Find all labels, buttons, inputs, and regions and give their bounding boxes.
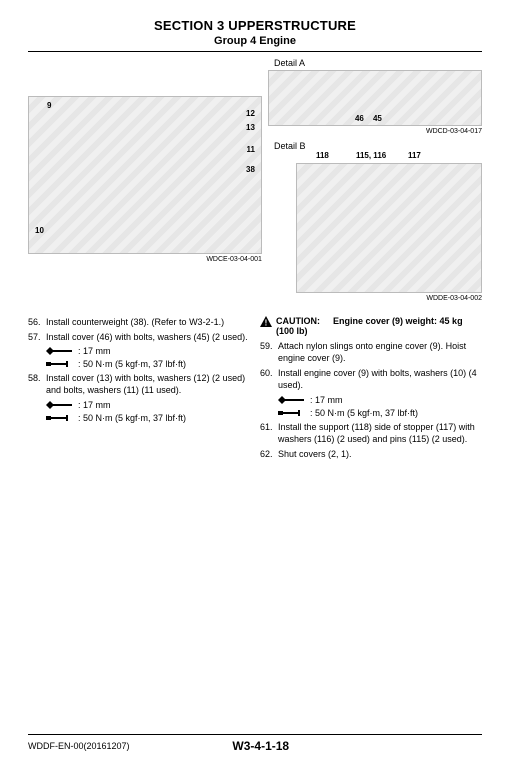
header-rule <box>28 51 482 52</box>
figure-detail-a-caption: WDCD-03-04-017 <box>268 128 482 135</box>
callout-9: 9 <box>47 101 51 110</box>
group-title: Group 4 Engine <box>28 35 482 47</box>
torque-spec: : 50 N·m (5 kgf·m, 37 lbf·ft) <box>46 413 250 423</box>
svg-text:!: ! <box>265 319 268 328</box>
step-text: Install engine cover (9) with bolts, was… <box>278 367 482 391</box>
step-num: 57. <box>28 331 46 343</box>
figure-details: Detail A 46 45 WDCD-03-04-017 Detail B 1… <box>268 58 482 302</box>
figure-main-image: 9 10 12 13 11 38 <box>28 96 262 254</box>
wrench-spec: : 17 mm <box>278 395 482 405</box>
right-column: ! CAUTION: Engine cover (9) weight: 45 k… <box>260 316 482 463</box>
step-57: 57. Install cover (46) with bolts, washe… <box>28 331 250 343</box>
step-58: 58. Install cover (13) with bolts, washe… <box>28 372 250 396</box>
step-text: Install counterweight (38). (Refer to W3… <box>46 316 250 328</box>
figures-row: 9 10 12 13 11 38 WDCE-03-04-001 Detail A… <box>28 58 482 302</box>
callout-118: 118 <box>316 151 329 160</box>
detail-a-label: Detail A <box>274 58 482 68</box>
wrench-icon <box>46 347 72 355</box>
figure-detail-b-image <box>296 163 482 293</box>
step-num: 59. <box>260 340 278 364</box>
caution-icon: ! <box>260 316 272 327</box>
step-56: 56. Install counterweight (38). (Refer t… <box>28 316 250 328</box>
section-title: SECTION 3 UPPERSTRUCTURE <box>28 18 482 33</box>
step-num: 60. <box>260 367 278 391</box>
step-59: 59. Attach nylon slings onto engine cove… <box>260 340 482 364</box>
spec-text: : 17 mm <box>78 400 111 410</box>
torque-spec: : 50 N·m (5 kgf·m, 37 lbf·ft) <box>278 408 482 418</box>
step-text: Install the support (118) side of stoppe… <box>278 421 482 445</box>
callout-10: 10 <box>35 226 44 235</box>
callout-12: 12 <box>246 109 255 118</box>
step-61: 61. Install the support (118) side of st… <box>260 421 482 445</box>
callout-117: 117 <box>408 151 421 160</box>
step-num: 56. <box>28 316 46 328</box>
torque-icon <box>46 414 72 422</box>
step-text: Install cover (46) with bolts, washers (… <box>46 331 250 343</box>
page-footer: WDDF-EN-00(20161207) W3-4-1-18 <box>28 734 482 753</box>
callout-115-116: 115, 116 <box>356 151 386 160</box>
spec-text: : 50 N·m (5 kgf·m, 37 lbf·ft) <box>310 408 418 418</box>
step-num: 61. <box>260 421 278 445</box>
footer-rule <box>28 734 482 735</box>
step-num: 58. <box>28 372 46 396</box>
spec-text: : 17 mm <box>310 395 343 405</box>
caution-label: CAUTION: <box>276 316 320 326</box>
wrench-spec: : 17 mm <box>46 400 250 410</box>
footer-page-number: W3-4-1-18 <box>232 739 289 753</box>
callout-11: 11 <box>246 145 254 154</box>
figure-detail-b-caption: WDDE-03-04-002 <box>268 295 482 302</box>
callout-38: 38 <box>246 165 255 174</box>
detail-b-label: Detail B <box>274 141 482 151</box>
wrench-icon <box>278 396 304 404</box>
step-62: 62. Shut covers (2, 1). <box>260 448 482 460</box>
torque-icon <box>278 409 304 417</box>
caution-row: ! CAUTION: Engine cover (9) weight: 45 k… <box>260 316 482 336</box>
torque-spec: : 50 N·m (5 kgf·m, 37 lbf·ft) <box>46 359 250 369</box>
step-text: Attach nylon slings onto engine cover (9… <box>278 340 482 364</box>
left-column: 56. Install counterweight (38). (Refer t… <box>28 316 250 463</box>
figure-detail-a-image: 46 45 <box>268 70 482 126</box>
instructions: 56. Install counterweight (38). (Refer t… <box>28 316 482 463</box>
step-num: 62. <box>260 448 278 460</box>
callout-45: 45 <box>373 114 382 123</box>
callout-13: 13 <box>246 123 255 132</box>
torque-icon <box>46 360 72 368</box>
spec-text: : 17 mm <box>78 346 111 356</box>
spec-text: : 50 N·m (5 kgf·m, 37 lbf·ft) <box>78 413 186 423</box>
figure-main-caption: WDCE-03-04-001 <box>28 256 262 263</box>
callout-46: 46 <box>355 114 364 123</box>
wrench-spec: : 17 mm <box>46 346 250 356</box>
wrench-icon <box>46 401 72 409</box>
spec-text: : 50 N·m (5 kgf·m, 37 lbf·ft) <box>78 359 186 369</box>
footer-doc-id: WDDF-EN-00(20161207) <box>28 741 130 751</box>
figure-main: 9 10 12 13 11 38 WDCE-03-04-001 <box>28 58 262 302</box>
step-text: Shut covers (2, 1). <box>278 448 482 460</box>
step-text: Install cover (13) with bolts, washers (… <box>46 372 250 396</box>
step-60: 60. Install engine cover (9) with bolts,… <box>260 367 482 391</box>
